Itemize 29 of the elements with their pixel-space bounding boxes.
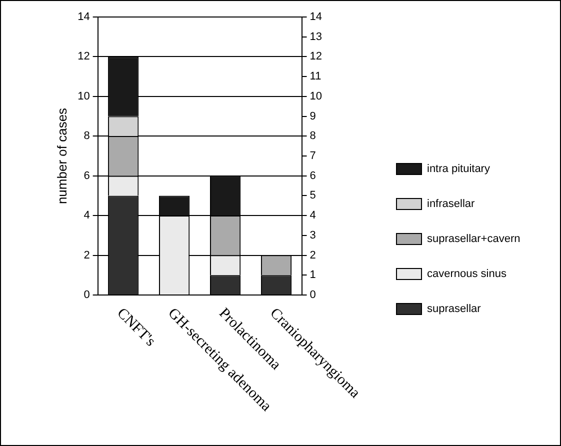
y2-tick-label: 7 <box>310 150 316 162</box>
y2-tick-label: 8 <box>310 130 316 142</box>
y2-tick-label: 12 <box>310 50 322 63</box>
y-tick-label: 14 <box>78 11 90 24</box>
y2-tick-label: 5 <box>310 190 316 202</box>
y2-tick-label: 4 <box>310 210 316 222</box>
y2-tick-label: 1 <box>310 269 316 282</box>
legend-label: intra pituitary <box>427 162 490 174</box>
y2-tick-label: 2 <box>310 249 316 262</box>
legend-label: suprasellar <box>427 302 481 314</box>
y-tick-label: 0 <box>84 289 90 302</box>
y2-tick-label: 11 <box>310 70 322 83</box>
y-tick-label: 10 <box>78 90 90 102</box>
y2-tick-label: 0 <box>310 289 316 302</box>
y2-tick-label: 9 <box>310 110 316 122</box>
y2-tick-label: 6 <box>310 170 316 182</box>
y-axis-title: number of cases <box>54 107 70 204</box>
y-tick-label: 6 <box>84 170 90 182</box>
legend-label: cavernous sinus <box>427 268 506 280</box>
legend-label: suprasellar+cavern <box>427 232 520 244</box>
y-tick-label: 12 <box>78 50 90 63</box>
y2-tick-label: 10 <box>310 90 322 102</box>
y-tick-label: 4 <box>84 210 90 222</box>
y2-tick-label: 13 <box>310 30 322 43</box>
y2-tick-label: 14 <box>310 11 322 24</box>
y-tick-label: 8 <box>84 130 90 142</box>
y-tick-label: 2 <box>84 249 90 262</box>
y2-tick-label: 3 <box>310 229 316 242</box>
legend-label: infrasellar <box>427 198 475 210</box>
